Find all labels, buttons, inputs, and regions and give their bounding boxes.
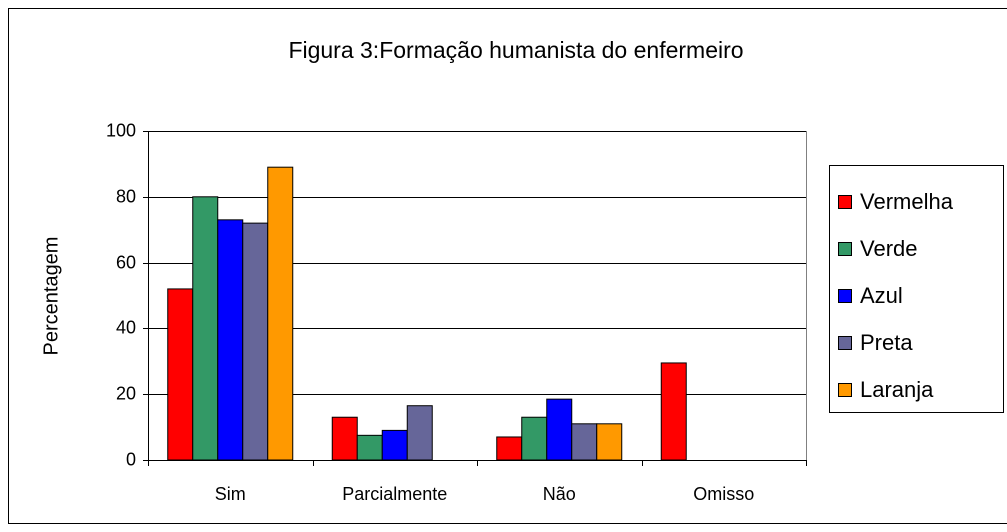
x-tick-label: Não — [543, 484, 576, 504]
bar — [496, 436, 523, 461]
y-tick-label: 40 — [116, 317, 136, 337]
legend-swatch — [838, 336, 852, 350]
y-tick-label: 20 — [116, 383, 136, 403]
bar — [192, 196, 219, 461]
bar — [546, 398, 573, 461]
x-tick-label: Parcialmente — [342, 484, 447, 504]
legend-label: Laranja — [860, 377, 934, 402]
legend-label: Preta — [860, 330, 913, 355]
legend-swatch — [838, 289, 852, 303]
y-tick-label: 80 — [116, 186, 136, 206]
y-tick-label: 0 — [126, 449, 136, 469]
bar — [356, 434, 383, 461]
legend-label: Verde — [860, 236, 918, 261]
y-tick-label: 100 — [106, 120, 136, 140]
bar — [571, 423, 598, 461]
bar — [521, 416, 548, 461]
x-tick-label: Omisso — [693, 484, 754, 504]
chart-title: Figura 3:Formação humanista do enfermeir… — [288, 37, 743, 63]
legend-box — [829, 165, 1004, 413]
legend-label: Vermelha — [860, 189, 954, 214]
bar — [167, 288, 194, 461]
legend-swatch — [838, 195, 852, 209]
bar — [660, 362, 687, 461]
bar — [217, 219, 244, 461]
y-tick-label: 60 — [116, 252, 136, 272]
bar — [381, 429, 408, 461]
bar — [267, 166, 294, 461]
legend-swatch — [838, 242, 852, 256]
x-tick-label: Sim — [215, 484, 246, 504]
y-axis-label: Percentagem — [40, 237, 62, 356]
legend-swatch — [838, 383, 852, 397]
bar — [596, 423, 623, 461]
bar — [242, 222, 269, 461]
bar — [331, 416, 358, 461]
legend-label: Azul — [860, 283, 903, 308]
bar — [406, 405, 433, 461]
